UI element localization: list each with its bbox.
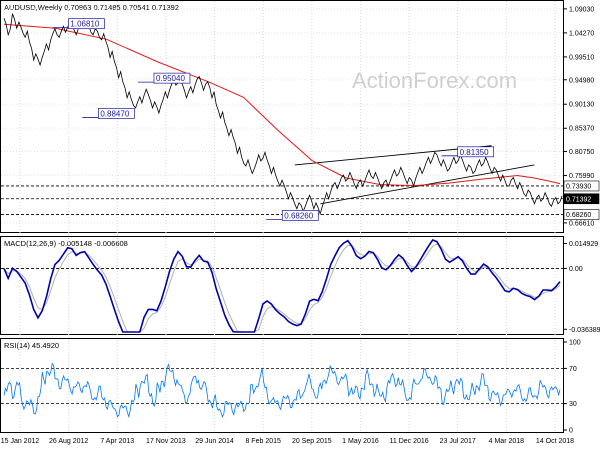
x-axis-label: 7 Apr 2013	[100, 438, 134, 445]
macd-tick-label: 0.00	[569, 266, 583, 273]
x-axis-label: 26 Aug 2012	[49, 438, 88, 445]
macd-layer	[1, 239, 563, 333]
x-axis-label: 17 Nov 2013	[146, 438, 186, 445]
price-tick-label: 0.85370	[569, 126, 594, 133]
macd-main-line	[3, 239, 561, 333]
watermark: ActionForex.com	[352, 68, 517, 93]
macd-label: MACD(12,26,9) -0.005148 -0.006608	[4, 239, 128, 248]
x-axis-label: 11 Dec 2016	[389, 438, 428, 445]
annotation-label: 0.88470	[100, 109, 129, 118]
moving-average-line	[3, 23, 561, 187]
x-axis-label: 1 May 2016	[342, 438, 379, 445]
price-header: AUDUSD,Weekly 0.70863 0.71485 0.70541 0.…	[4, 3, 179, 12]
level-tag-box	[563, 193, 600, 205]
annotation-box	[98, 108, 135, 119]
annotation-layer: 1.06810 0.95040 0.88470 0.81350 0.68260	[52, 18, 494, 221]
annotation-box	[457, 146, 494, 158]
x-axis-label: 20 Sep 2015	[292, 438, 332, 445]
macd-tick-label: -0.036389	[569, 327, 600, 334]
rsi-layer	[1, 362, 563, 419]
annotation-label: 0.81350	[460, 148, 489, 157]
price-tick-label: 0.99510	[569, 54, 594, 61]
annotation-box	[281, 210, 319, 221]
price-tick-label: 1.09030	[569, 6, 594, 13]
x-axis-label: 23 Jul 2017	[440, 438, 476, 445]
level-tag-label: 0.71392	[566, 196, 591, 203]
macd-tick-label: 0.014929	[569, 241, 598, 248]
level-tag-box	[563, 209, 600, 220]
x-axis-label: 8 Feb 2015	[245, 438, 281, 445]
price-tick-label: 0.75990	[569, 173, 594, 180]
level-tag-label: 0.73930	[566, 183, 591, 190]
annotation-box	[153, 72, 191, 84]
x-axis-label: 29 Jun 2014	[195, 438, 234, 445]
price-tick-label: 0.94980	[569, 77, 594, 84]
macd-panel	[0, 236, 564, 335]
price-tick-label: 0.90130	[569, 102, 594, 109]
rsi-line	[3, 362, 561, 419]
x-axis-label: 4 Mar 2018	[489, 438, 525, 445]
price-tick-label: 0.66610	[569, 220, 594, 227]
x-axis-label: 14 Oct 2018	[536, 438, 574, 445]
annotation-label: 0.68260	[284, 211, 313, 220]
rsi-tick-label: 0	[569, 428, 573, 435]
rsi-label: RSI(14) 45.4920	[4, 341, 59, 350]
rsi-tick-label: 100	[569, 340, 581, 347]
rsi-panel	[0, 338, 564, 433]
rsi-tick-label: 70	[569, 366, 577, 373]
rsi-tick-label: 30	[569, 401, 577, 408]
price-panel	[0, 0, 564, 233]
annotation-label: 1.06810	[70, 20, 99, 29]
x-axis-label: 15 Jan 2012	[1, 438, 40, 445]
level-tag-box	[563, 180, 600, 192]
level-tag-label: 0.68260	[566, 212, 591, 219]
axis-layer: 15 Jan 2012 26 Aug 2012 7 Apr 2013 17 Nov 2…	[1, 6, 600, 445]
price-line	[3, 13, 563, 216]
macd-signal-line	[3, 243, 561, 333]
price-tick-label: 0.80750	[569, 149, 594, 156]
price-tick-label: 1.04270	[569, 30, 594, 37]
annotation-label: 0.95040	[156, 74, 185, 83]
annotation-box	[68, 18, 105, 30]
